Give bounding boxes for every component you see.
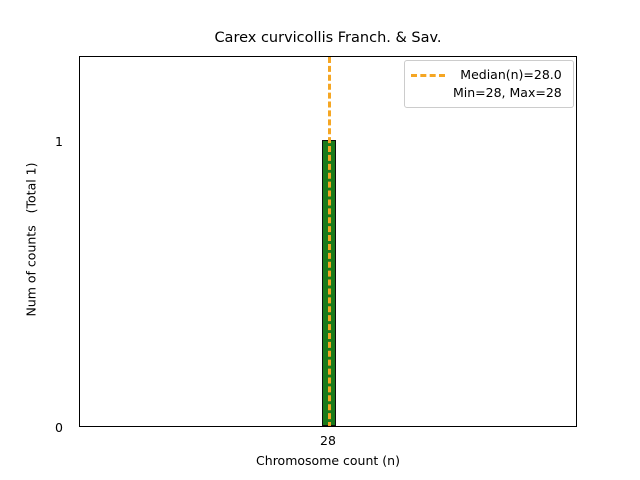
legend-entry-median: Median(n)=28.0 xyxy=(460,67,562,82)
x-tick-label-0: 28 xyxy=(320,433,336,448)
y-tick-label-0: 0 xyxy=(55,420,63,435)
legend-dashed-line-icon xyxy=(411,67,445,84)
legend: Median(n)=28.0 Min=28, Max=28 xyxy=(404,60,574,109)
y-tick-mark-0 xyxy=(79,427,80,428)
x-tick-mark-0 xyxy=(329,427,330,428)
legend-text-block: Median(n)=28.0 Min=28, Max=28 xyxy=(453,66,562,102)
y-axis-label: Num of counts (Total 1) xyxy=(23,162,39,317)
y-tick-label-1: 1 xyxy=(55,134,63,149)
legend-entry-minmax: Min=28, Max=28 xyxy=(453,85,562,101)
plot-area xyxy=(79,56,577,427)
chart-title: Carex curvicollis Franch. & Sav. xyxy=(214,30,442,46)
x-axis-label: Chromosome count (n) xyxy=(256,453,400,468)
y-axis-label-container: Num of counts (Total 1) xyxy=(0,0,44,480)
y-tick-mark-1 xyxy=(79,142,80,143)
median-line xyxy=(328,57,331,426)
legend-row: Median(n)=28.0 Min=28, Max=28 xyxy=(411,66,566,102)
